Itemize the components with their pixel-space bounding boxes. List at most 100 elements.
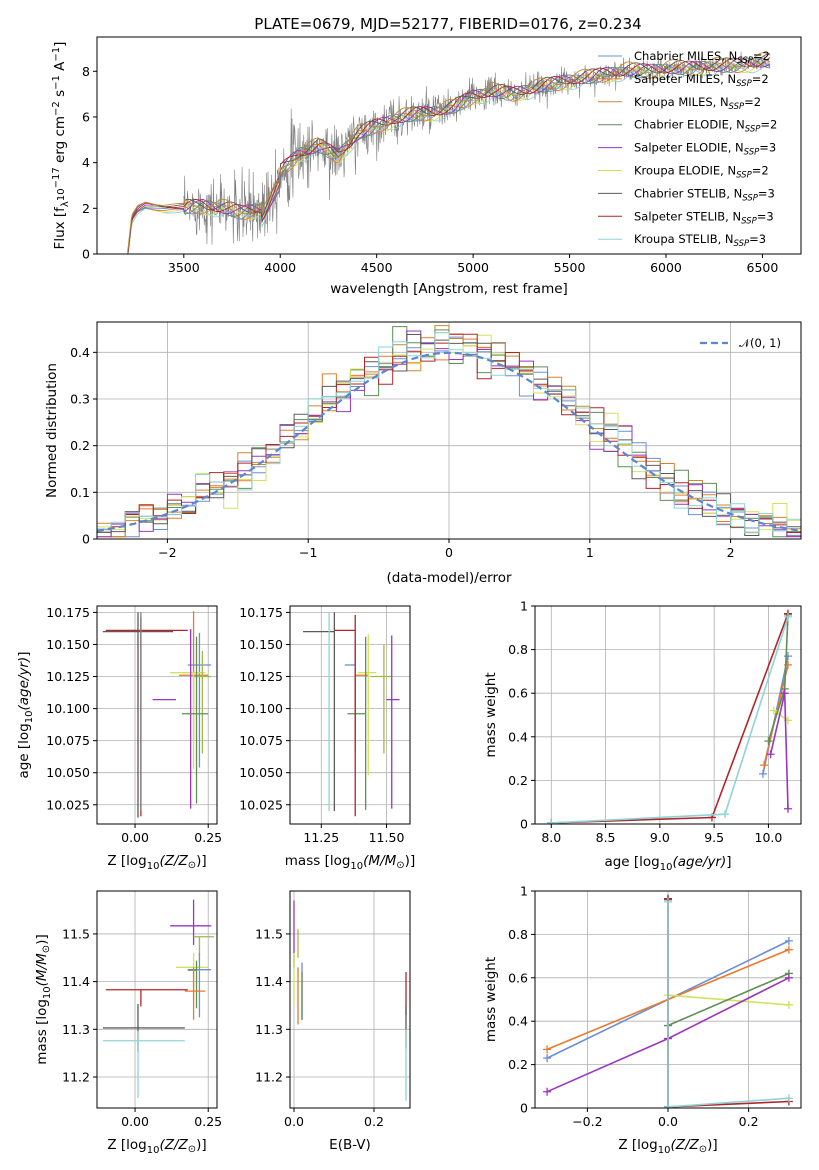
x-tick-label: 3500 xyxy=(168,260,200,275)
y-tick-label: 10.050 xyxy=(46,765,90,780)
y-tick-label: 10.025 xyxy=(46,797,90,812)
legend-entry: 𝒩(0, 1) xyxy=(739,336,781,350)
y-tick-label: 0.2 xyxy=(508,773,528,788)
mw_vs_Z-axes: −0.2 0.0 0.2 0 0.2 0.4 0.6 0.8 1 xyxy=(508,884,802,1129)
x-tick-label: −1 xyxy=(299,545,317,560)
mass-weight-marker xyxy=(764,737,773,746)
errorbar-point xyxy=(347,636,367,810)
spectrum-model-line xyxy=(127,57,771,254)
legend-entry: Chabrier MILES, NSSP=2 xyxy=(634,49,770,66)
y-tick-label: 10.175 xyxy=(239,605,283,620)
y-tick-label: 10.075 xyxy=(46,733,90,748)
residual-histogram xyxy=(97,332,801,534)
errorbar-point xyxy=(187,632,212,768)
y-tick-label: 10.100 xyxy=(46,701,90,716)
mass-weight-marker xyxy=(721,810,729,819)
x-tick-label: 9.5 xyxy=(704,830,724,845)
mass-weight-marker xyxy=(760,761,769,770)
age_vs_mass-axes: 11.25 11.50 10.025 10.050 10.075 10.100 10.125… xyxy=(239,605,411,845)
spectrum-marks xyxy=(127,51,771,254)
mass-weight-marker xyxy=(783,612,792,621)
normal-curve xyxy=(97,351,799,532)
y-tick-label: 0.8 xyxy=(508,927,528,942)
legend-entry: Salpeter ELODIE, NSSP=3 xyxy=(634,141,776,158)
x-tick-label: 4000 xyxy=(264,260,296,275)
y-tick-label: 10.050 xyxy=(239,765,283,780)
y-tick-label: 11.4 xyxy=(255,974,283,989)
errorbar-point xyxy=(334,614,356,817)
x-tick-label: 0.00 xyxy=(121,830,149,845)
legend-entry: Kroupa STELIB, NSSP=3 xyxy=(634,232,766,249)
y-tick-label: 0.2 xyxy=(70,438,90,453)
x-tick-label: 1 xyxy=(586,545,594,560)
x-tick-label: 11.25 xyxy=(303,830,339,845)
legend-entry: Chabrier STELIB, NSSP=3 xyxy=(634,186,775,203)
x-tick-label: 6500 xyxy=(747,260,779,275)
y-tick-label: 11.4 xyxy=(62,974,90,989)
mw_vs_age-axes: 8.0 8.5 9.0 9.5 10.0 0 0.2 0.4 0.6 0.8 1 xyxy=(508,599,802,845)
y-tick-label: 0.4 xyxy=(70,345,90,360)
x-tick-label: 8.0 xyxy=(541,830,561,845)
mass-weight-marker xyxy=(784,1094,793,1103)
mass-weight-marker xyxy=(783,652,792,661)
y-tick-label: 10.025 xyxy=(239,797,283,812)
mw_vs_Z-x-label: Z [log10(Z/Z⊙)] xyxy=(618,1137,717,1156)
mw_vs_age-frame xyxy=(534,605,802,825)
age_vs_Z-marks xyxy=(102,611,212,818)
y-tick-label: 11.5 xyxy=(62,926,90,941)
mass-weight-marker xyxy=(543,1054,552,1063)
spectrum-axes: 3500 4000 4500 5000 5500 6000 6500 0 2 4 6 8 xyxy=(82,36,802,275)
spectrum-model-line xyxy=(127,56,771,254)
residuals-axes: −2 −1 0 1 2 0 0.1 0.2 0.3 0.4 xyxy=(70,321,802,560)
mw_vs_age-y-label: mass weight xyxy=(483,672,499,757)
mass-vs-EBV-x-label: E(B-V) xyxy=(329,1137,371,1153)
x-tick-label: 0.00 xyxy=(121,1114,149,1129)
mass-weight-marker xyxy=(783,804,792,813)
x-tick-label: 2 xyxy=(727,545,735,560)
legend-entry: Kroupa ELODIE, NSSP=2 xyxy=(634,164,769,181)
mass-weight-marker xyxy=(780,689,789,698)
mass-weight-marker xyxy=(664,1102,672,1108)
spectrum-legend: Chabrier MILES, NSSP=2 Salpeter MILES, NS… xyxy=(598,49,777,249)
y-tick-label: 1 xyxy=(520,884,528,899)
residuals-x-label: (data-model)/error xyxy=(386,570,512,586)
y-tick-label: 11.3 xyxy=(255,1022,283,1037)
mass_vs_EBV-axes: 0.0 0.2 11.2 11.3 11.4 11.5 xyxy=(255,890,411,1129)
x-tick-label: 4500 xyxy=(361,260,393,275)
legend-entry: Kroupa MILES, NSSP=2 xyxy=(634,95,761,112)
spectrum-x-label: wavelength [Angstrom, rest frame] xyxy=(330,281,568,297)
mass-weight-marker xyxy=(547,818,556,824)
x-tick-label: 5000 xyxy=(457,260,489,275)
legend-entry: Salpeter MILES, NSSP=2 xyxy=(634,72,769,89)
errorbar-point xyxy=(105,989,188,1007)
mw_vs_Z-marks xyxy=(543,894,793,1108)
spectrum-model-line xyxy=(127,52,771,250)
errorbar-point xyxy=(370,644,392,754)
mass-weight-marker xyxy=(543,1045,552,1054)
errorbar-point xyxy=(187,960,198,1009)
y-tick-label: 0.8 xyxy=(508,642,528,657)
mass-weight-marker xyxy=(543,1087,552,1096)
x-tick-label: 9.0 xyxy=(650,830,670,845)
errorbar-point xyxy=(170,672,206,769)
y-tick-label: 0.4 xyxy=(508,729,528,744)
y-tick-label: 4 xyxy=(82,155,90,170)
x-tick-label: 5500 xyxy=(554,260,586,275)
y-tick-label: 0.6 xyxy=(508,970,528,985)
mass-weight-marker xyxy=(769,706,778,715)
mw_vs_Z-y-label: mass weight xyxy=(483,957,499,1042)
spectrum-model-line xyxy=(127,57,771,254)
y-tick-label: 0.6 xyxy=(508,686,528,701)
mass-weight-marker xyxy=(784,1000,793,1009)
x-tick-label: 0 xyxy=(445,545,453,560)
y-tick-label: 8 xyxy=(82,64,90,79)
y-tick-label: 0.4 xyxy=(508,1014,528,1029)
mass_vs_EBV-marks xyxy=(293,900,407,1101)
spectrum-title: PLATE=0679, MJD=52177, FIBERID=0176, z=0… xyxy=(254,15,641,33)
errorbar-point xyxy=(102,612,174,818)
x-tick-label: 0.0 xyxy=(284,1114,304,1129)
x-tick-label: 6000 xyxy=(650,260,682,275)
y-tick-label: 2 xyxy=(82,201,90,216)
x-tick-label: −0.2 xyxy=(572,1114,602,1129)
